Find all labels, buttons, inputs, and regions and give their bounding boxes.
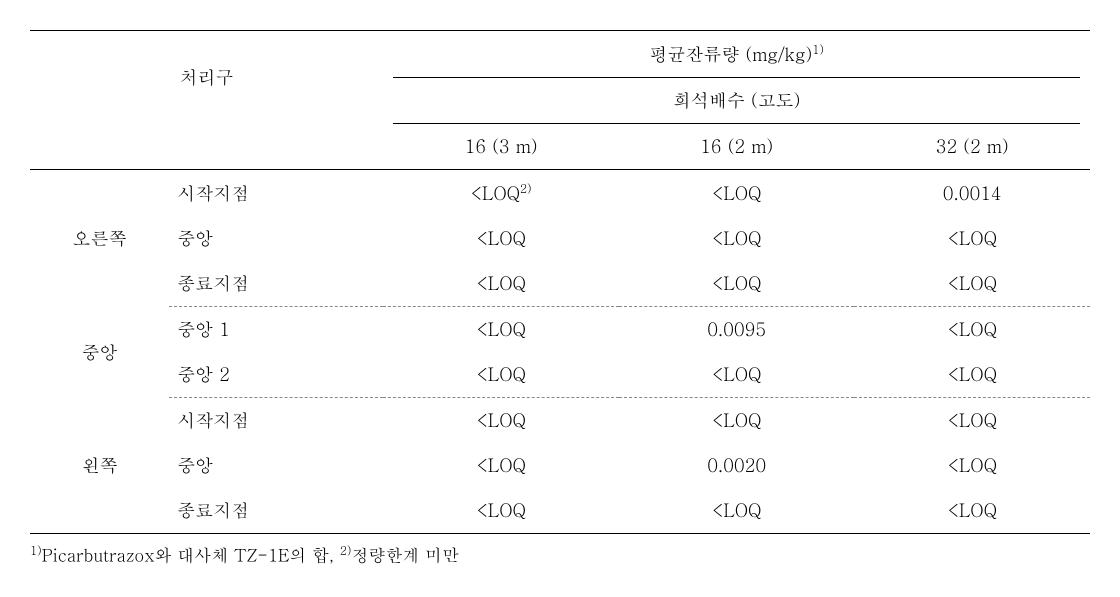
cell-value: 0.0014: [854, 170, 1090, 217]
cell-value: <LOQ: [383, 307, 619, 353]
cell-sup: 2): [520, 180, 532, 197]
sub-label: 중앙: [169, 443, 383, 488]
residue-table: 처리구 평균잔류량 (mg/kg)1) 희석배수 (고도) 16 (3 m) 1…: [30, 30, 1090, 534]
table-row: 종료지점 <LOQ <LOQ <LOQ: [30, 261, 1090, 307]
cell-value: <LOQ: [854, 216, 1090, 261]
cell-value: <LOQ: [854, 443, 1090, 488]
header-avg-residue: 평균잔류량 (mg/kg)1): [393, 31, 1080, 78]
header-row-3: 16 (3 m) 16 (2 m) 32 (2 m): [30, 124, 1090, 170]
table-row: 중앙 2 <LOQ <LOQ <LOQ: [30, 352, 1090, 398]
sub-label: 종료지점: [169, 488, 383, 534]
header-avg-residue-cell: 평균잔류량 (mg/kg)1): [383, 31, 1090, 79]
header-treatment: 처리구: [30, 31, 383, 125]
footnote-sup-2: 2): [340, 542, 352, 559]
cell-value: <LOQ: [854, 261, 1090, 307]
cell-value: 0.0095: [619, 307, 855, 353]
col-header-1: 16 (2 m): [619, 124, 855, 170]
sub-label: 중앙: [169, 216, 383, 261]
col-header-2: 32 (2 m): [854, 124, 1090, 170]
sub-label: 시작지점: [169, 170, 383, 217]
table-row: 중앙 중앙 1 <LOQ 0.0095 <LOQ: [30, 307, 1090, 353]
cell-value: <LOQ: [619, 216, 855, 261]
cell-value: <LOQ: [854, 488, 1090, 534]
footnote: 1)Picarbutrazox와 대사체 TZ-1E의 합, 2)정량한계 미만: [30, 534, 1090, 567]
cell-value: <LOQ: [383, 488, 619, 534]
group-label-center: 중앙: [30, 307, 169, 398]
cell-value: <LOQ: [383, 352, 619, 398]
table-row: 중앙 <LOQ 0.0020 <LOQ: [30, 443, 1090, 488]
sub-label: 중앙 2: [169, 352, 383, 398]
cell-value: <LOQ: [619, 261, 855, 307]
cell-value: <LOQ: [383, 443, 619, 488]
header-dilution-label: 희석배수 (고도): [393, 78, 1080, 124]
header-dilution-cell: 희석배수 (고도): [383, 78, 1090, 124]
col-header-0: 16 (3 m): [383, 124, 619, 170]
header-treatment-label: 처리구: [180, 65, 234, 90]
cell-value: <LOQ: [619, 398, 855, 444]
cell-value: <LOQ: [619, 170, 855, 217]
cell-value: <LOQ: [619, 488, 855, 534]
cell-value: <LOQ: [383, 398, 619, 444]
sub-label: 시작지점: [169, 398, 383, 444]
table-container: 처리구 평균잔류량 (mg/kg)1) 희석배수 (고도) 16 (3 m) 1…: [30, 30, 1090, 567]
header-avg-residue-sup: 1): [812, 41, 824, 58]
table-row: 오른쪽 시작지점 <LOQ2) <LOQ 0.0014: [30, 170, 1090, 217]
cell-value: <LOQ: [854, 398, 1090, 444]
group-label-left: 왼쪽: [30, 398, 169, 534]
footnote-sup-1: 1): [30, 542, 42, 559]
header-avg-residue-label: 평균잔류량 (mg/kg): [649, 42, 812, 67]
footnote-text-2: 정량한계 미만: [351, 543, 459, 567]
cell-value: <LOQ2): [383, 170, 619, 217]
cell-value: <LOQ: [383, 261, 619, 307]
table-row: 중앙 <LOQ <LOQ <LOQ: [30, 216, 1090, 261]
table-row: 종료지점 <LOQ <LOQ <LOQ: [30, 488, 1090, 534]
cell-value: <LOQ: [383, 216, 619, 261]
cell-text: <LOQ: [471, 181, 520, 206]
cell-value: <LOQ: [854, 307, 1090, 353]
cell-value: 0.0020: [619, 443, 855, 488]
sub-label: 종료지점: [169, 261, 383, 307]
sub-label: 중앙 1: [169, 307, 383, 353]
header-empty: [30, 124, 383, 170]
cell-value: <LOQ: [854, 352, 1090, 398]
header-row-1: 처리구 평균잔류량 (mg/kg)1): [30, 31, 1090, 79]
cell-value: <LOQ: [619, 352, 855, 398]
group-label-right: 오른쪽: [30, 170, 169, 307]
table-row: 왼쪽 시작지점 <LOQ <LOQ <LOQ: [30, 398, 1090, 444]
footnote-text-1: Picarbutrazox와 대사체 TZ-1E의 합,: [42, 543, 340, 567]
